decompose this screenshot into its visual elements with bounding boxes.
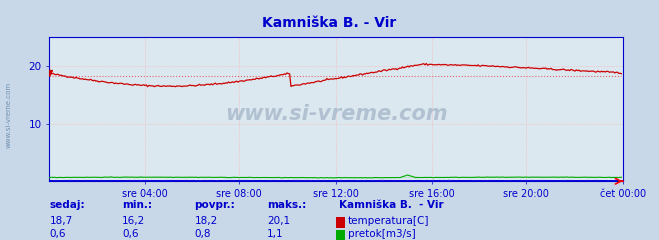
Text: 0,6: 0,6 <box>122 229 138 239</box>
Text: www.si-vreme.com: www.si-vreme.com <box>225 103 447 124</box>
Text: 0,8: 0,8 <box>194 229 211 239</box>
Text: pretok[m3/s]: pretok[m3/s] <box>348 229 416 239</box>
Text: 18,7: 18,7 <box>49 216 72 226</box>
Text: 1,1: 1,1 <box>267 229 283 239</box>
Text: 20,1: 20,1 <box>267 216 290 226</box>
Text: maks.:: maks.: <box>267 200 306 210</box>
Text: 16,2: 16,2 <box>122 216 145 226</box>
Text: 0,6: 0,6 <box>49 229 66 239</box>
Text: temperatura[C]: temperatura[C] <box>348 216 430 226</box>
Text: sedaj:: sedaj: <box>49 200 85 210</box>
Text: Kamniška B.  - Vir: Kamniška B. - Vir <box>339 200 444 210</box>
Text: min.:: min.: <box>122 200 152 210</box>
Text: www.si-vreme.com: www.si-vreme.com <box>5 82 11 148</box>
Text: 18,2: 18,2 <box>194 216 217 226</box>
Text: Kamniška B. - Vir: Kamniška B. - Vir <box>262 16 397 30</box>
Text: povpr.:: povpr.: <box>194 200 235 210</box>
